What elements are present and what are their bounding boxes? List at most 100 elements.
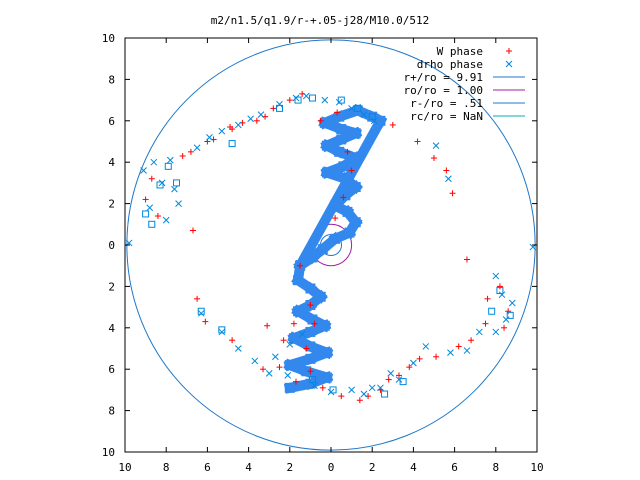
- point-plus: [406, 364, 413, 371]
- point-x: [508, 299, 516, 307]
- legend-swatch: [505, 60, 513, 68]
- point-plus: [348, 167, 355, 174]
- point-x: [298, 330, 306, 338]
- point-plus: [433, 353, 440, 360]
- point-plus: [395, 372, 402, 379]
- point-square: [142, 210, 150, 218]
- x-tick-label: 2: [369, 461, 376, 474]
- spiral-band: [283, 103, 388, 394]
- point-square: [496, 287, 504, 295]
- point-x: [360, 390, 368, 398]
- point-x: [193, 144, 201, 152]
- point-plus: [468, 337, 475, 344]
- point-plus: [307, 368, 314, 375]
- point-plus: [340, 194, 347, 201]
- point-x: [335, 98, 343, 106]
- point-x: [463, 347, 471, 354]
- x-tick-label: 4: [245, 461, 252, 474]
- legend-label: r-/ro = .51: [410, 97, 483, 110]
- point-x: [327, 388, 335, 396]
- point-x: [257, 111, 265, 118]
- x-tick-label: 10: [530, 461, 543, 474]
- point-x: [265, 369, 273, 377]
- point-plus: [264, 322, 271, 329]
- point-plus: [338, 393, 345, 400]
- point-x: [276, 100, 283, 108]
- point-square: [506, 311, 514, 319]
- point-x: [166, 156, 174, 164]
- point-plus: [276, 364, 283, 371]
- point-x: [387, 369, 395, 377]
- y-tick-label: 10: [102, 32, 115, 45]
- point-plus: [189, 227, 196, 234]
- point-x: [150, 158, 158, 166]
- point-x: [234, 345, 242, 352]
- point-plus: [253, 117, 260, 124]
- point-x: [445, 175, 452, 183]
- x-tick-label: 10: [118, 461, 131, 474]
- point-plus: [332, 215, 339, 222]
- point-plus: [501, 324, 508, 331]
- point-square: [197, 307, 205, 315]
- point-plus: [317, 117, 324, 124]
- point-plus: [280, 337, 287, 344]
- point-plus: [319, 384, 326, 391]
- point-x: [251, 357, 259, 365]
- point-plus: [227, 124, 234, 131]
- chart-title: m2/n1.5/q1.9/r-+.05-j28/M10.0/512: [211, 14, 430, 27]
- point-plus: [484, 295, 491, 302]
- x-tick-label: 0: [328, 461, 335, 474]
- point-plus: [455, 343, 462, 350]
- point-x: [410, 359, 417, 367]
- y-tick-label: 2: [108, 280, 115, 293]
- x-tick-label: 6: [451, 461, 458, 474]
- y-tick-label: 0: [108, 239, 115, 252]
- point-square: [368, 113, 376, 121]
- y-tick-label: 6: [108, 115, 115, 128]
- point-plus: [356, 397, 363, 404]
- point-plus: [303, 345, 310, 352]
- point-plus: [416, 355, 423, 362]
- point-plus: [505, 308, 512, 315]
- point-plus: [179, 152, 186, 159]
- point-x: [498, 291, 506, 299]
- point-square: [488, 307, 496, 315]
- point-x: [171, 185, 178, 193]
- point-x: [272, 353, 279, 361]
- point-plus: [334, 109, 341, 116]
- x-tick-label: 4: [410, 461, 417, 474]
- point-plus: [389, 121, 396, 128]
- point-plus: [385, 376, 392, 383]
- point-plus: [290, 320, 297, 327]
- point-square: [218, 326, 226, 334]
- point-square: [381, 390, 389, 398]
- point-x: [360, 111, 368, 118]
- point-plus: [344, 148, 351, 155]
- y-tick-label: 8: [108, 73, 115, 86]
- point-x: [146, 204, 154, 212]
- point-x: [175, 200, 182, 207]
- point-plus: [482, 320, 489, 327]
- point-x: [348, 105, 355, 112]
- point-plus: [496, 283, 503, 290]
- point-plus: [148, 175, 155, 182]
- point-x: [447, 349, 454, 356]
- point-square: [308, 94, 316, 102]
- point-square: [337, 96, 345, 104]
- point-x: [502, 316, 510, 323]
- point-x: [475, 328, 483, 336]
- point-x: [368, 384, 376, 392]
- point-square: [148, 220, 156, 228]
- point-plus: [194, 295, 201, 302]
- point-x: [206, 134, 213, 141]
- point-plus: [260, 366, 267, 373]
- legend-label: rc/ro = NaN: [410, 110, 483, 123]
- point-plus: [463, 256, 470, 263]
- point-x: [492, 328, 500, 336]
- point-plus: [292, 378, 299, 385]
- y-tick-label: 6: [108, 363, 115, 376]
- point-plus: [311, 320, 318, 327]
